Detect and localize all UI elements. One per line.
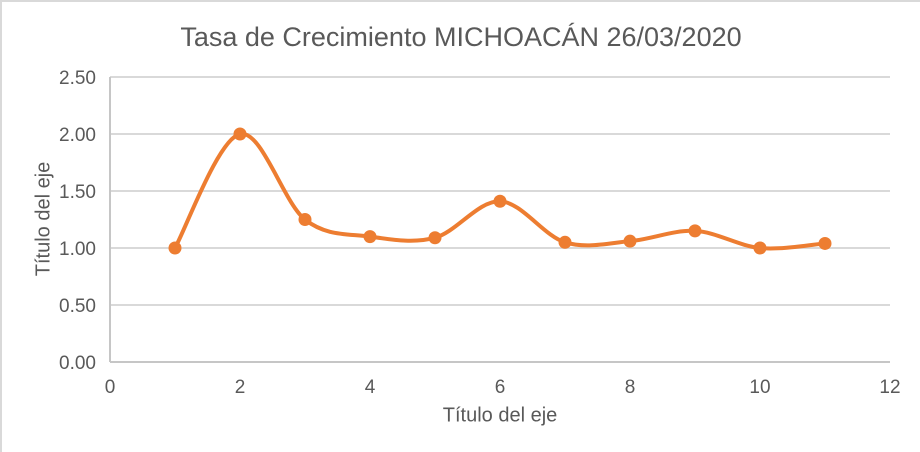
data-point-marker	[753, 241, 767, 255]
data-point-marker	[558, 235, 572, 249]
x-tick-label: 12	[879, 377, 900, 398]
y-tick-label: 0.50	[59, 296, 96, 317]
data-point-marker	[233, 127, 247, 141]
data-point-marker	[363, 230, 377, 244]
data-point-marker	[623, 234, 637, 248]
x-axis-title: Título del eje	[442, 404, 558, 427]
y-tick-label: 1.50	[59, 182, 96, 203]
x-tick-label: 4	[365, 377, 376, 398]
y-tick-label: 1.00	[59, 239, 96, 260]
x-tick-label: 2	[235, 377, 246, 398]
y-tick-label: 0.00	[59, 353, 96, 374]
chart-title: Tasa de Crecimiento MICHOACÁN 26/03/2020	[180, 22, 742, 52]
y-tick-label: 2.50	[59, 68, 96, 89]
data-point-marker	[818, 236, 832, 250]
data-point-marker	[428, 231, 442, 245]
data-point-marker	[493, 194, 507, 208]
data-point-marker	[298, 213, 312, 226]
x-tick-label: 6	[495, 377, 506, 398]
data-point-marker	[168, 241, 182, 255]
x-tick-label: 10	[749, 377, 770, 398]
data-point-marker	[688, 224, 702, 238]
series-line	[173, 131, 827, 251]
x-tick-label: 8	[625, 377, 636, 398]
x-tick-label: 0	[105, 377, 116, 398]
y-tick-label: 2.00	[59, 125, 96, 146]
